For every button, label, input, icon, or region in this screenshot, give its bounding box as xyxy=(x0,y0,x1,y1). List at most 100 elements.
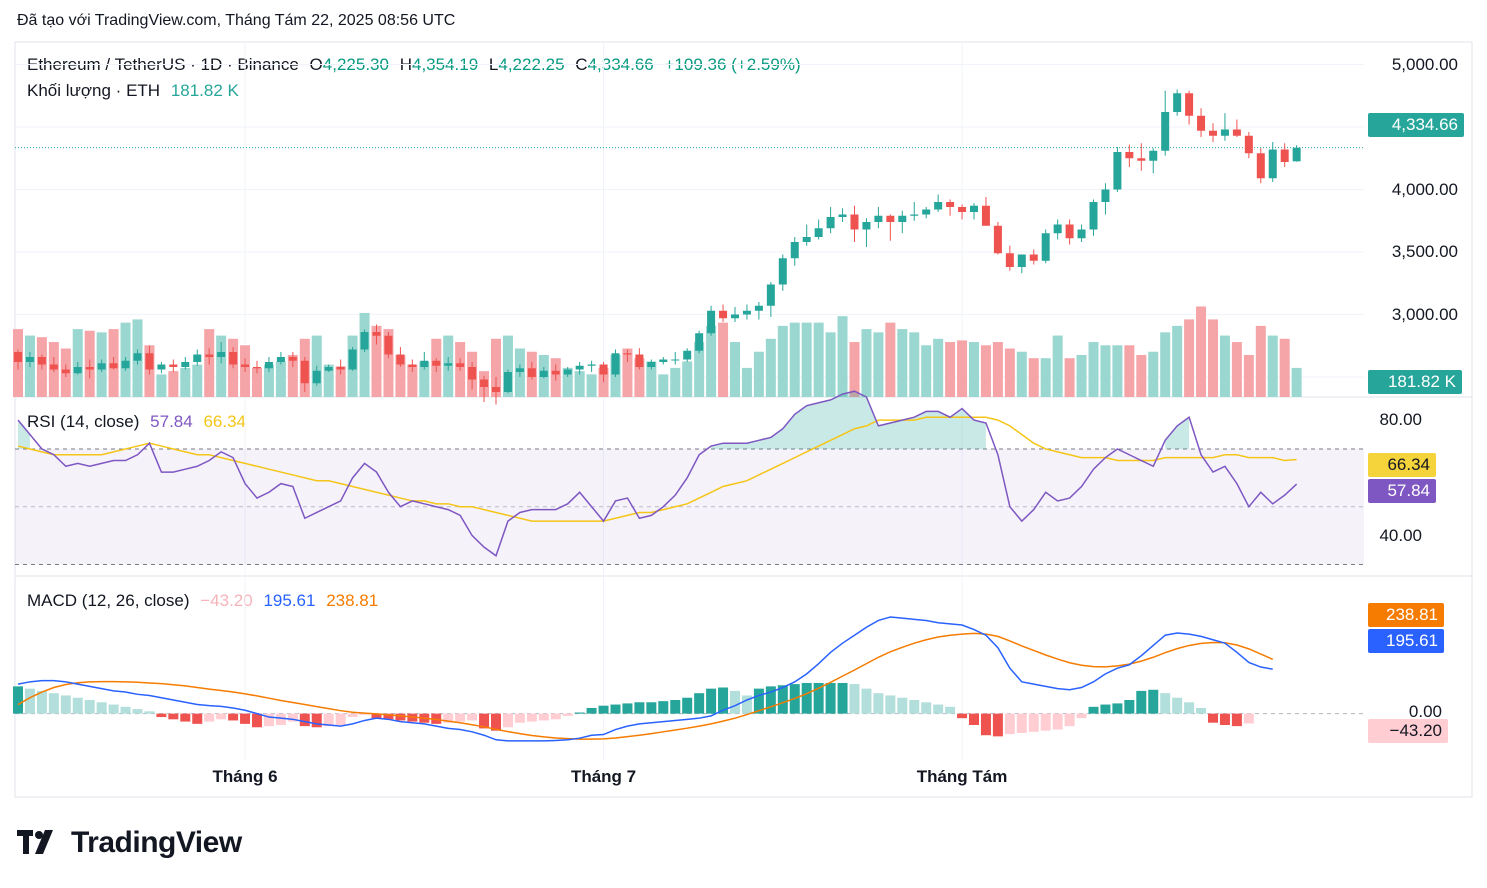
volume-bar xyxy=(992,342,1003,397)
candle-body xyxy=(181,362,190,367)
macd-histogram-bar xyxy=(969,713,979,725)
chart-credit: Đã tạo với TradingView.com, Tháng Tám 22… xyxy=(17,12,456,29)
candle-body xyxy=(587,364,596,366)
volume-bar xyxy=(921,345,932,397)
macd-label[interactable]: MACD (12, 26, close) xyxy=(27,591,190,610)
candle-body xyxy=(408,364,417,367)
candle-body xyxy=(1256,153,1265,179)
candle-body xyxy=(264,362,273,369)
volume-bar xyxy=(407,364,418,397)
macd-histogram-bar xyxy=(347,713,358,718)
macd-histogram-bar xyxy=(132,709,143,714)
rsi-tag: 57.84 xyxy=(1368,479,1436,503)
volume-bar xyxy=(980,345,991,397)
candle-body xyxy=(1185,93,1194,116)
candle-body xyxy=(456,363,465,367)
macd-histogram-bar xyxy=(1219,713,1230,725)
brand-name: TradingView xyxy=(71,826,242,859)
macd-histogram-bar xyxy=(682,697,693,714)
volume-bar xyxy=(849,342,860,397)
candle-body xyxy=(874,215,883,222)
candle-body xyxy=(563,369,572,375)
candle-body xyxy=(49,364,58,370)
x-tick-label: Tháng Tám xyxy=(916,767,1008,786)
candle-body xyxy=(898,215,907,222)
candle-body xyxy=(1077,229,1086,239)
candle-body xyxy=(958,207,967,212)
candle-body xyxy=(766,284,775,306)
tradingview-logo[interactable]: TradingView xyxy=(17,826,242,860)
macd-histogram-bar xyxy=(263,713,274,727)
tradingview-logo-icon xyxy=(17,830,53,854)
macd-histogram-bar xyxy=(658,701,669,714)
volume-bar xyxy=(957,340,968,397)
candle-body xyxy=(802,237,811,242)
volume-bar xyxy=(419,361,430,397)
rsi-label[interactable]: RSI (14, close) xyxy=(27,412,140,431)
volume-bar xyxy=(502,335,513,397)
candle-body xyxy=(492,387,500,392)
volume-bar xyxy=(1088,342,1099,397)
macd-histogram-bar xyxy=(323,713,334,727)
macd-histogram-bar xyxy=(837,682,848,714)
macd-histogram-bar xyxy=(1184,702,1195,714)
volume-bar xyxy=(1231,342,1242,397)
macd-histogram-bar xyxy=(1064,713,1075,727)
volume-bar xyxy=(1004,348,1015,397)
macd-histogram-bar xyxy=(825,682,836,714)
volume-bar xyxy=(1148,351,1159,397)
candle-body xyxy=(790,242,799,259)
macd-histogram-bar xyxy=(1004,713,1015,735)
macd-histogram-bar xyxy=(108,704,119,714)
candle-body xyxy=(1220,129,1229,136)
volume-bar xyxy=(718,322,729,397)
macd-histogram-bar xyxy=(120,706,131,714)
rsi-legend: RSI (14, close) 57.84 66.34 xyxy=(27,412,246,432)
macd-histogram-bar xyxy=(538,713,549,721)
candle-body xyxy=(276,357,285,362)
macd-histogram-bar xyxy=(24,688,35,714)
candle-body xyxy=(348,349,357,370)
macd-histogram-bar xyxy=(873,693,884,714)
candle-body xyxy=(659,359,668,362)
candle-body xyxy=(25,357,34,362)
macd-histogram-bar xyxy=(933,704,944,714)
candle-body xyxy=(934,202,943,210)
volume-label[interactable]: Khối lượng · ETH xyxy=(27,81,161,100)
macd-histogram-bar xyxy=(1172,697,1183,714)
macd-histogram-bar xyxy=(1088,706,1099,714)
candle-body xyxy=(826,217,835,229)
macd-histogram-value: −43.20 xyxy=(200,591,253,610)
macd-histogram-bar xyxy=(252,713,262,728)
candle-body xyxy=(623,353,632,355)
macd-histogram-bar xyxy=(1243,713,1254,724)
candle-body xyxy=(695,333,704,351)
macd-histogram-bar xyxy=(443,713,454,723)
macd-legend: MACD (12, 26, close) −43.20 195.61 238.8… xyxy=(27,591,378,611)
candle-body xyxy=(157,364,166,370)
candle-body xyxy=(778,258,787,285)
candle-body xyxy=(468,367,477,380)
candle-body xyxy=(384,335,393,355)
macd-signal-value: 238.81 xyxy=(326,591,379,610)
candle-body xyxy=(109,363,118,369)
volume-bar xyxy=(586,374,597,397)
macd-histogram-bar xyxy=(694,693,705,714)
candle-body xyxy=(1137,158,1146,161)
macd-tag: 195.61 xyxy=(1368,629,1444,653)
macd-histogram-bar xyxy=(980,713,991,736)
candle-body xyxy=(539,370,548,377)
volume-bar xyxy=(1279,338,1290,397)
candle-body xyxy=(360,332,369,350)
macd-histogram-bar xyxy=(897,697,908,714)
volume-bar xyxy=(598,367,609,397)
candle-body xyxy=(1197,115,1206,131)
candle-body xyxy=(1280,149,1289,162)
candle-body xyxy=(551,370,560,375)
candle-body xyxy=(133,353,142,361)
volume-bar xyxy=(1255,325,1266,397)
candle-body xyxy=(73,367,82,374)
volume-value: 181.82 K xyxy=(170,81,239,100)
candle-body xyxy=(611,353,620,375)
